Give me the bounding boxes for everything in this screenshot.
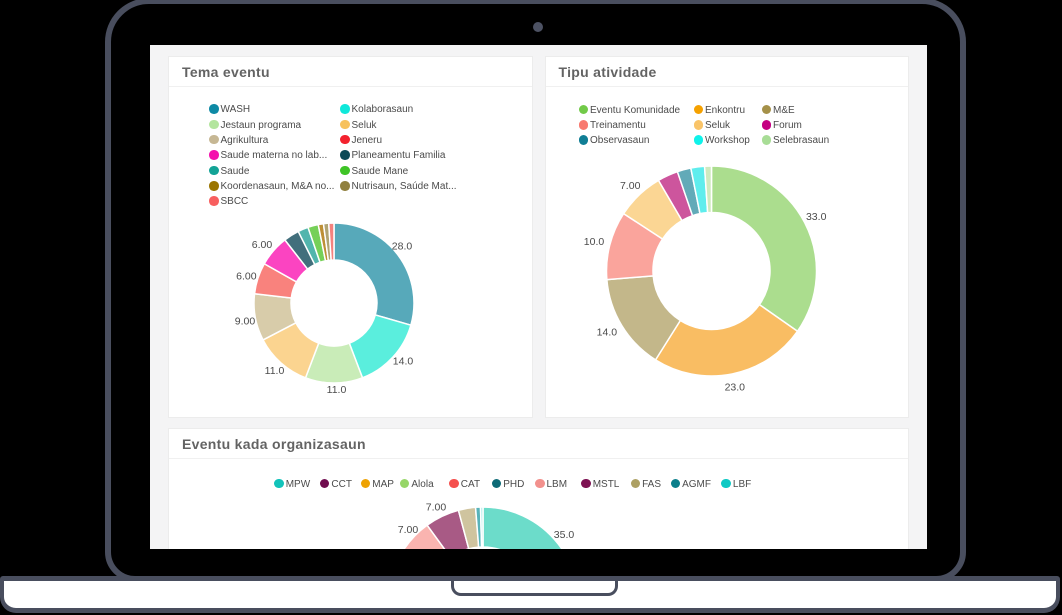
svg-text:28.0: 28.0 bbox=[392, 241, 413, 253]
svg-text:33.0: 33.0 bbox=[805, 211, 826, 223]
svg-text:14.0: 14.0 bbox=[393, 356, 414, 368]
svg-text:6.00: 6.00 bbox=[252, 239, 273, 251]
svg-text:23.0: 23.0 bbox=[724, 381, 745, 393]
svg-text:11.0: 11.0 bbox=[265, 365, 285, 377]
svg-text:7.00: 7.00 bbox=[426, 502, 447, 514]
svg-text:35.0: 35.0 bbox=[554, 529, 575, 541]
svg-text:7.00: 7.00 bbox=[398, 524, 419, 536]
svg-text:11.0: 11.0 bbox=[327, 384, 347, 396]
svg-text:9.00: 9.00 bbox=[235, 316, 256, 328]
svg-text:7.00: 7.00 bbox=[619, 180, 640, 192]
svg-text:10.0: 10.0 bbox=[583, 236, 604, 248]
svg-text:6.00: 6.00 bbox=[236, 271, 257, 283]
svg-text:14.0: 14.0 bbox=[596, 326, 617, 338]
